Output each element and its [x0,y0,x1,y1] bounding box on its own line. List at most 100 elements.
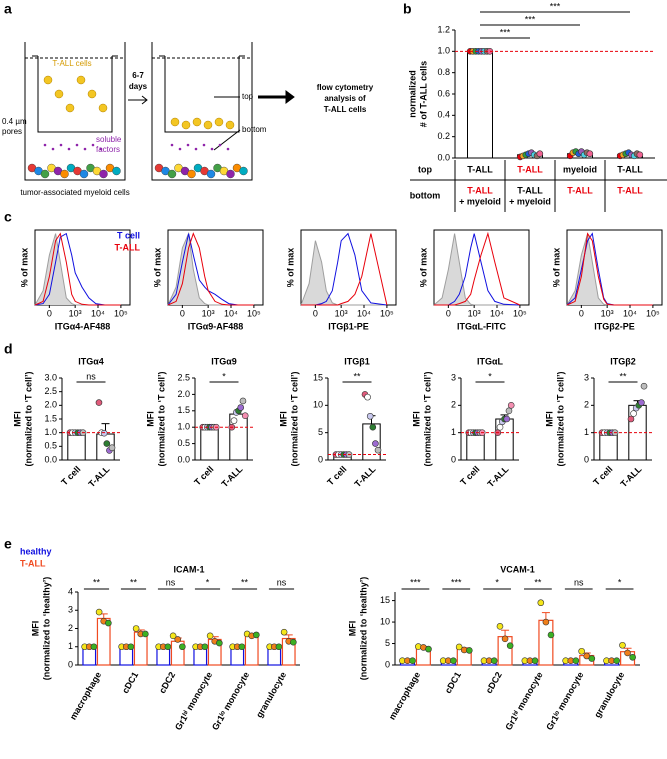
x-tick-label: T-ALL [219,464,244,489]
bar [468,51,493,158]
myeloid-cell [113,167,121,175]
y-axis-label: MFI [145,411,155,427]
significance-label: ns [166,577,176,587]
significance-label: * [495,577,499,587]
diagram-label: pores [2,127,22,136]
chart-title: ICAM-1 [174,564,205,574]
y-tick-label: 1 [451,427,456,437]
x-tick-label: 10⁵ [114,308,128,318]
soluble-factor [84,148,87,151]
y-tick-label: 0.8 [437,67,450,77]
myeloid-cell [227,170,235,178]
significance-label: ** [241,577,249,587]
y-tick-label: 2 [584,400,589,410]
chart-title: ITGα4 [78,356,104,366]
y-axis-label: % of max [418,248,428,288]
y-tick-label: 1 [584,427,589,437]
significance-label: ** [93,577,101,587]
data-point [425,646,431,652]
y-tick-label: 0 [584,454,589,464]
y-tick-label: 4 [68,586,73,596]
myeloid-cell [188,170,196,178]
data-point [216,640,222,646]
category-label: T-ALL [467,185,493,195]
data-point [497,424,503,430]
category-label: T-ALL [567,185,593,195]
tall-cell [77,76,85,84]
data-point [538,600,544,606]
x-tick-label: T cell [192,464,215,487]
x-tick-label: T cell [458,464,481,487]
y-tick-label: 1.0 [437,46,450,56]
soluble-factor [92,144,95,147]
y-tick-label: 2.5 [44,386,57,396]
y-tick-label: 2 [68,623,73,633]
well [152,42,252,180]
myeloid-cell [168,170,176,178]
myeloid-cell [207,170,215,178]
x-tick-label: 10⁴ [357,308,371,318]
data-point [589,656,595,662]
data-point [370,424,376,430]
panel-label: b [403,1,412,17]
data-point [466,647,472,653]
x-tick-label: 10³ [335,308,348,318]
myeloid-cell [100,170,108,178]
data-point [532,658,538,664]
chart-title: VCAM-1 [500,564,535,574]
category-label: T-ALL [467,164,493,174]
y-tick-label: 0 [68,659,73,669]
category-label: T-ALL [617,185,643,195]
x-tick-label: 10⁵ [380,308,394,318]
x-tick-label: 0 [446,308,451,318]
soluble-factor [187,144,190,147]
significance-label: ** [534,577,542,587]
x-tick-label: 10⁴ [91,308,105,318]
data-point [240,398,246,404]
x-tick-label: granulocyte [592,670,626,719]
x-axis-label: ITGα9-AF488 [188,321,244,331]
y-tick-label: 2 [451,400,456,410]
x-tick-label: Gr1ʰⁱ monocyte [172,670,214,732]
x-tick-label: T cell [591,464,614,487]
y-tick-label: 0.5 [44,441,57,451]
significance-label: ** [130,577,138,587]
data-point [253,632,259,638]
significance-label: *** [500,27,511,37]
soluble-factor [203,144,206,147]
data-point [497,623,503,629]
significance-label: ns [574,577,584,587]
significance-label: *** [451,577,462,587]
myeloid-cell [240,167,248,175]
category-label: + myeloid [509,196,551,206]
x-tick-label: T cell [59,464,82,487]
data-point [96,400,102,406]
x-tick-label: cDC2 [484,670,504,695]
category-label: myeloid [563,164,597,174]
significance-label: * [488,371,492,381]
soluble-factor [179,148,182,151]
data-point [104,441,110,447]
y-axis-label: normalized [407,70,417,118]
category-label: + myeloid [459,196,501,206]
x-tick-label: T-ALL [86,464,111,489]
x-tick-label: T-ALL [352,464,377,489]
chart-title: ITGα9 [211,356,237,366]
tall-cell [66,104,74,112]
panel-label: c [4,209,12,225]
tall-cell [182,121,190,129]
soluble-factor [68,148,71,151]
y-tick-label: 10 [313,400,323,410]
diagram-label: bottom [242,125,267,134]
x-tick-label: 10⁴ [623,308,637,318]
data-point [91,644,97,650]
histogram-curve [35,234,121,305]
data-point [628,416,634,422]
x-tick-label: 10⁵ [247,308,261,318]
diagram-label: flow cytometry [317,83,374,92]
data-point [637,152,643,158]
y-tick-label: 15 [313,372,323,382]
bar [245,635,258,665]
y-tick-label: 5 [318,427,323,437]
